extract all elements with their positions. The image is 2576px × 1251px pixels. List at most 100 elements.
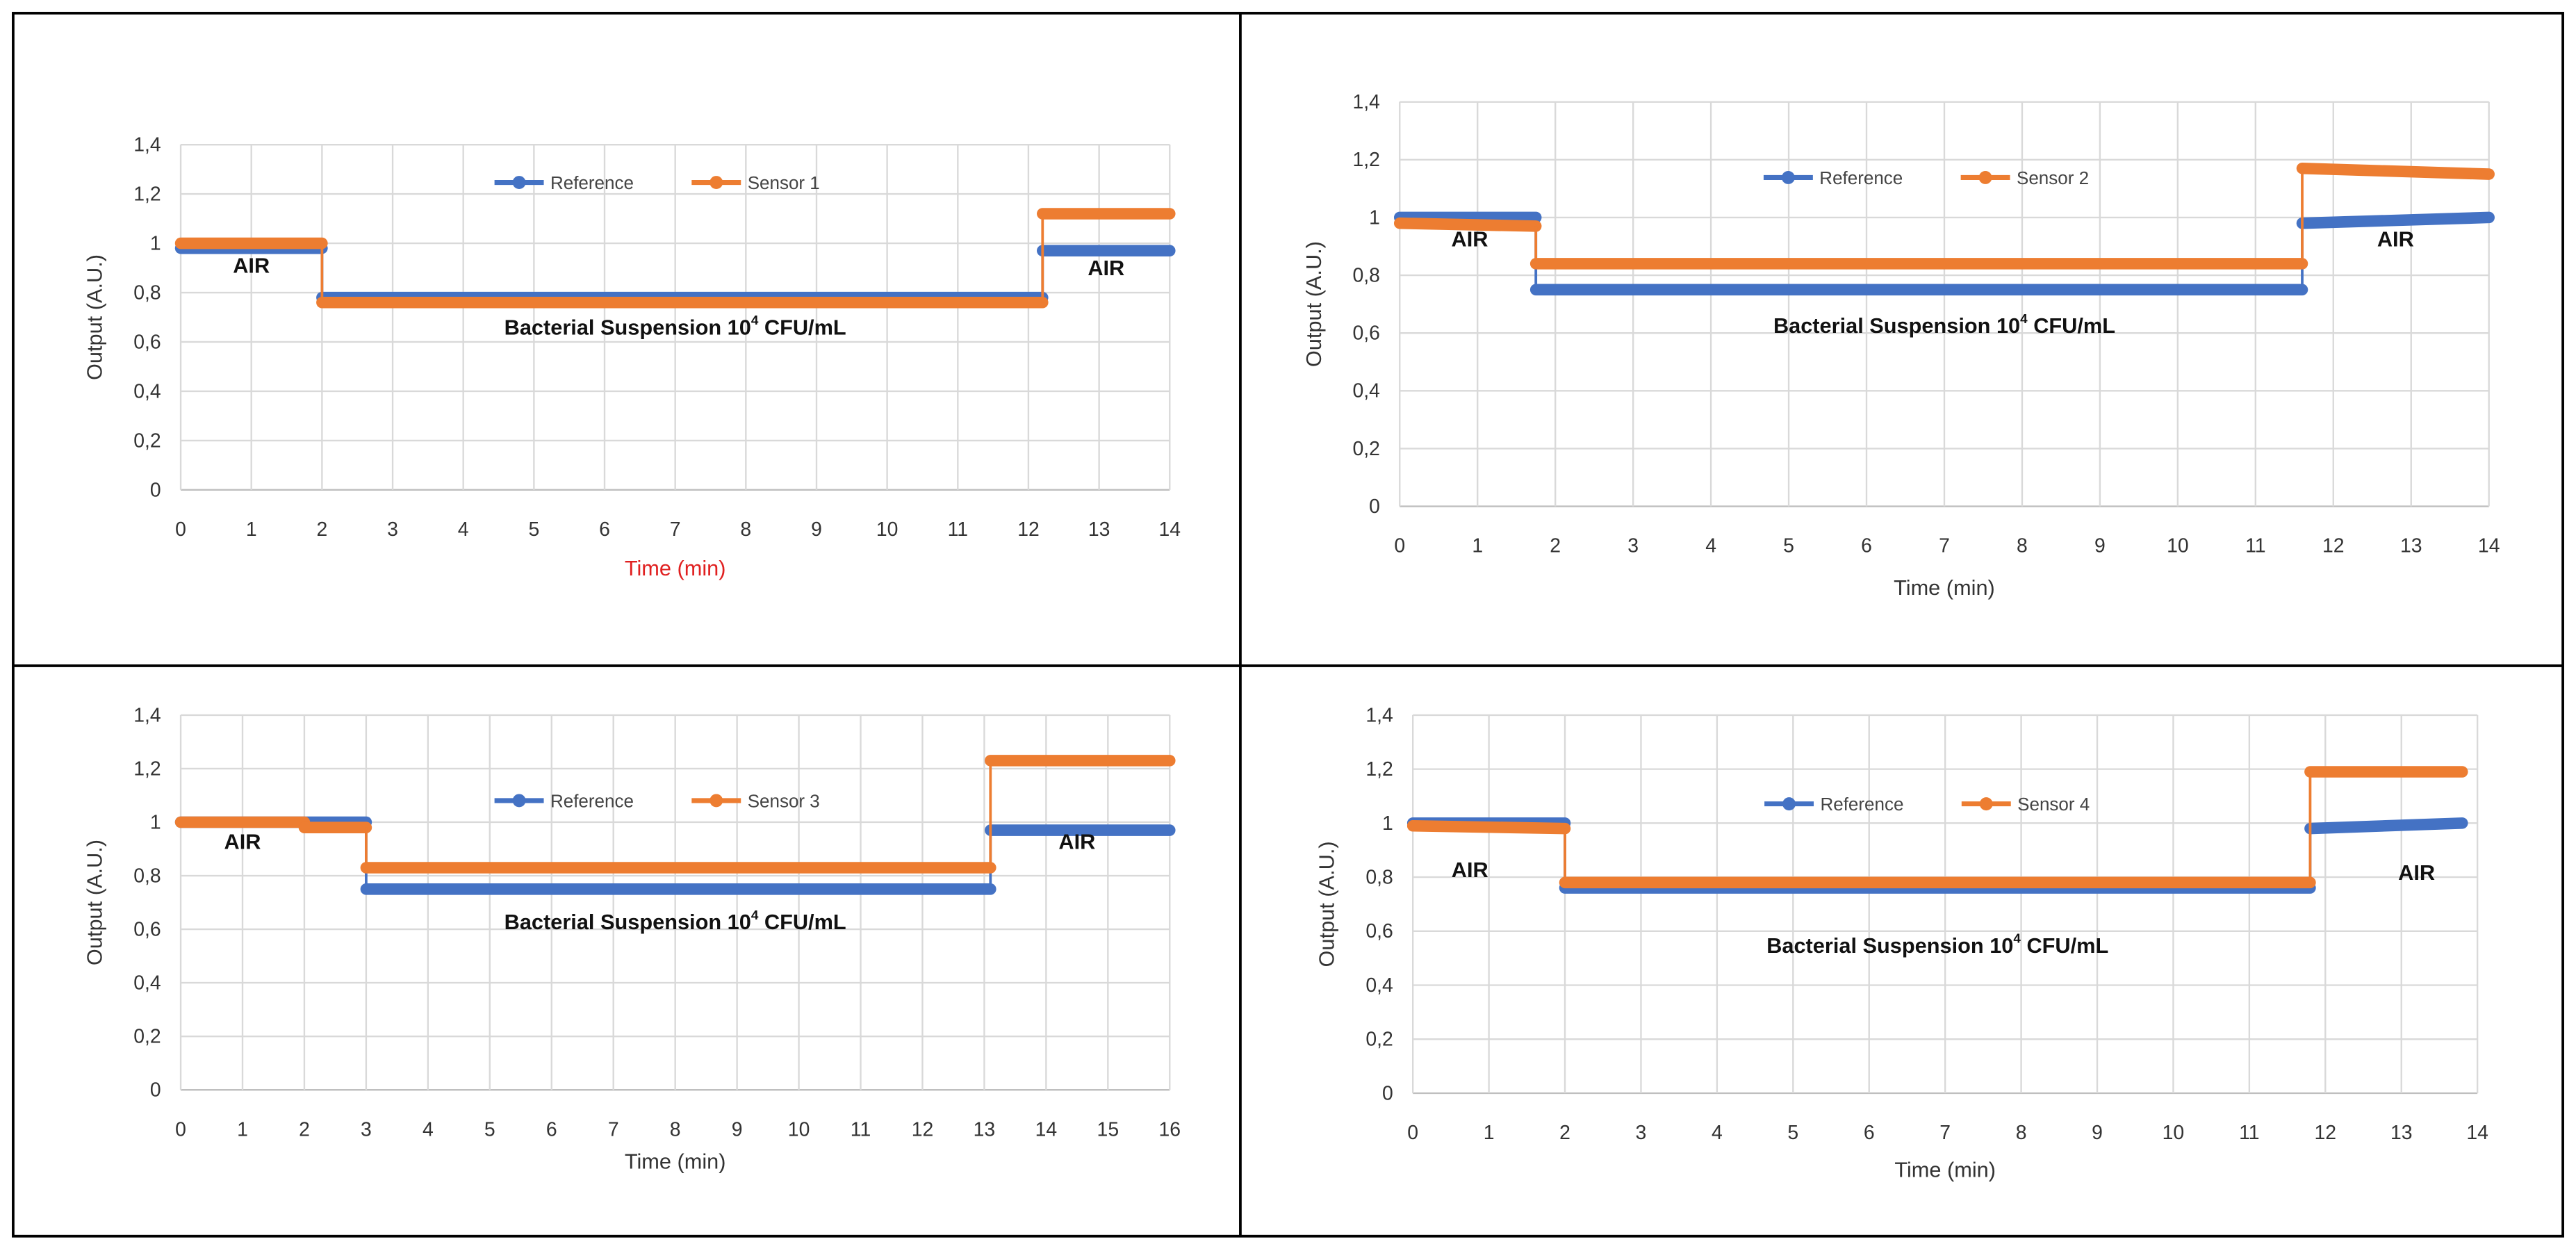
- y-axis-title: Output (A.U.): [83, 840, 107, 965]
- legend-label: Reference: [550, 172, 634, 193]
- y-axis-title: Output (A.U.): [83, 254, 107, 380]
- x-tick-label: 9: [2092, 1122, 2103, 1144]
- y-tick-label: 1,4: [1352, 91, 1379, 113]
- x-axis-title: Time (min): [1894, 1158, 1996, 1182]
- x-tick-label: 14: [1035, 1118, 1058, 1140]
- x-tick-label: 0: [1394, 535, 1405, 557]
- x-tick-label: 3: [1627, 535, 1639, 557]
- x-tick-label: 3: [387, 518, 398, 541]
- condition-unit: CFU/mL: [758, 315, 846, 339]
- x-tick-label: 11: [2239, 1122, 2259, 1144]
- air-label: AIR: [233, 254, 270, 278]
- x-tick-label: 7: [1939, 1122, 1951, 1144]
- x-tick-label: 13: [2400, 535, 2422, 557]
- x-tick-label: 13: [1088, 518, 1110, 541]
- condition-superscript: 4: [2020, 312, 2028, 327]
- legend-swatch-marker: [1979, 797, 1993, 811]
- x-tick-label: 16: [1159, 1118, 1181, 1140]
- chart-1: 00,20,40,60,811,21,40 1 2 3 4 5 6 7 8 9 10 11 12 13 14…: [83, 134, 1181, 580]
- legend-swatch-marker: [709, 794, 723, 808]
- y-tick-label: 1: [1382, 812, 1393, 835]
- legend-label: Sensor 1: [748, 172, 820, 193]
- y-tick-label: 0,4: [133, 972, 161, 995]
- air-label: AIR: [2398, 860, 2435, 885]
- air-label: AIR: [1088, 256, 1124, 280]
- x-axis-title: Time (min): [625, 1150, 726, 1174]
- y-tick-label: 1: [150, 811, 161, 833]
- y-tick-label: 1: [150, 233, 161, 255]
- legend-swatch-marker: [1782, 797, 1796, 811]
- x-axis-title: Time (min): [1894, 575, 1995, 600]
- legend-label: Sensor 3: [748, 790, 820, 811]
- air-label: AIR: [1452, 227, 1488, 251]
- air-label: AIR: [224, 830, 261, 854]
- x-tick-label: 2: [1559, 1122, 1570, 1144]
- condition-unit: CFU/mL: [2021, 933, 2108, 958]
- x-tick-label: 2: [299, 1118, 310, 1140]
- y-tick-label: 0,2: [133, 1026, 161, 1048]
- x-tick-label: 12: [912, 1118, 934, 1140]
- y-tick-label: 1,2: [133, 183, 161, 206]
- x-tick-label: 4: [423, 1118, 434, 1140]
- x-tick-label: 8: [2016, 1122, 2027, 1144]
- condition-superscript: 4: [751, 313, 759, 328]
- chart-3: 00,20,40,60,811,21,40 1 2 3 4 5 6 7 8 9 10 11 12 13 14…: [83, 704, 1181, 1173]
- y-axis-title: Output (A.U.): [1315, 841, 1339, 967]
- x-tick-label: 9: [732, 1118, 743, 1140]
- series-reference: [1393, 211, 2495, 296]
- y-tick-label: 1,4: [1365, 704, 1393, 726]
- x-tick-label: 5: [1783, 535, 1794, 557]
- x-tick-label: 7: [1939, 535, 1950, 557]
- x-tick-label: 10: [2163, 1122, 2185, 1144]
- legend-label: Sensor 4: [2017, 794, 2090, 815]
- y-tick-label: 0,4: [1365, 974, 1393, 997]
- air-label: AIR: [1058, 830, 1095, 854]
- x-tick-label: 8: [740, 518, 751, 541]
- x-tick-label: 1: [246, 518, 257, 541]
- y-tick-label: 0,2: [1365, 1029, 1393, 1051]
- x-tick-label: 7: [608, 1118, 619, 1140]
- x-tick-label: 2: [1550, 535, 1561, 557]
- y-tick-label: 0,6: [1365, 920, 1393, 942]
- outer-frame: [12, 12, 2564, 1238]
- air-label: AIR: [2377, 227, 2414, 251]
- series-segment: [2304, 817, 2468, 835]
- x-tick-label: 3: [1636, 1122, 1647, 1144]
- legend-swatch-marker: [512, 794, 526, 808]
- x-tick-label: 0: [175, 1118, 186, 1140]
- legend: Reference Sensor 1: [494, 172, 820, 193]
- y-tick-label: 0,8: [1365, 867, 1393, 889]
- x-tick-label: 8: [670, 1118, 681, 1140]
- series-segment: [2296, 211, 2495, 229]
- x-tick-label: 12: [2315, 1122, 2337, 1144]
- y-tick-label: 0: [1369, 496, 1380, 518]
- y-tick-label: 1,2: [133, 758, 161, 780]
- y-tick-label: 0,6: [1352, 322, 1379, 345]
- y-tick-label: 0,4: [133, 380, 161, 402]
- x-tick-label: 11: [2245, 535, 2265, 557]
- x-tick-label: 14: [2466, 1122, 2488, 1144]
- condition-superscript: 4: [2013, 932, 2021, 947]
- x-tick-label: 13: [2390, 1122, 2413, 1144]
- y-tick-label: 0,8: [133, 281, 161, 304]
- x-tick-label: 15: [1097, 1118, 1119, 1140]
- legend-label: Reference: [550, 790, 634, 811]
- series-segment: [1393, 217, 1542, 232]
- legend-swatch-marker: [512, 176, 526, 190]
- legend-swatch-marker: [1978, 170, 1992, 184]
- y-tick-label: 0: [150, 1079, 161, 1102]
- x-tick-label: 10: [788, 1118, 810, 1140]
- x-tick-label: 13: [974, 1118, 996, 1140]
- series-sensor-2: [1393, 162, 2495, 270]
- x-axis-title: Time (min): [625, 556, 726, 580]
- x-tick-label: 10: [2167, 535, 2189, 557]
- x-tick-label: 4: [1712, 1122, 1723, 1144]
- x-tick-label: 11: [851, 1118, 871, 1140]
- condition-text: Bacterial Suspension 10: [504, 315, 751, 339]
- x-tick-label: 12: [2322, 535, 2345, 557]
- legend: Reference Sensor 4: [1764, 794, 2090, 815]
- series-segment: [2296, 162, 2495, 180]
- x-tick-label: 2: [316, 518, 327, 541]
- series-segment: [1406, 819, 1571, 835]
